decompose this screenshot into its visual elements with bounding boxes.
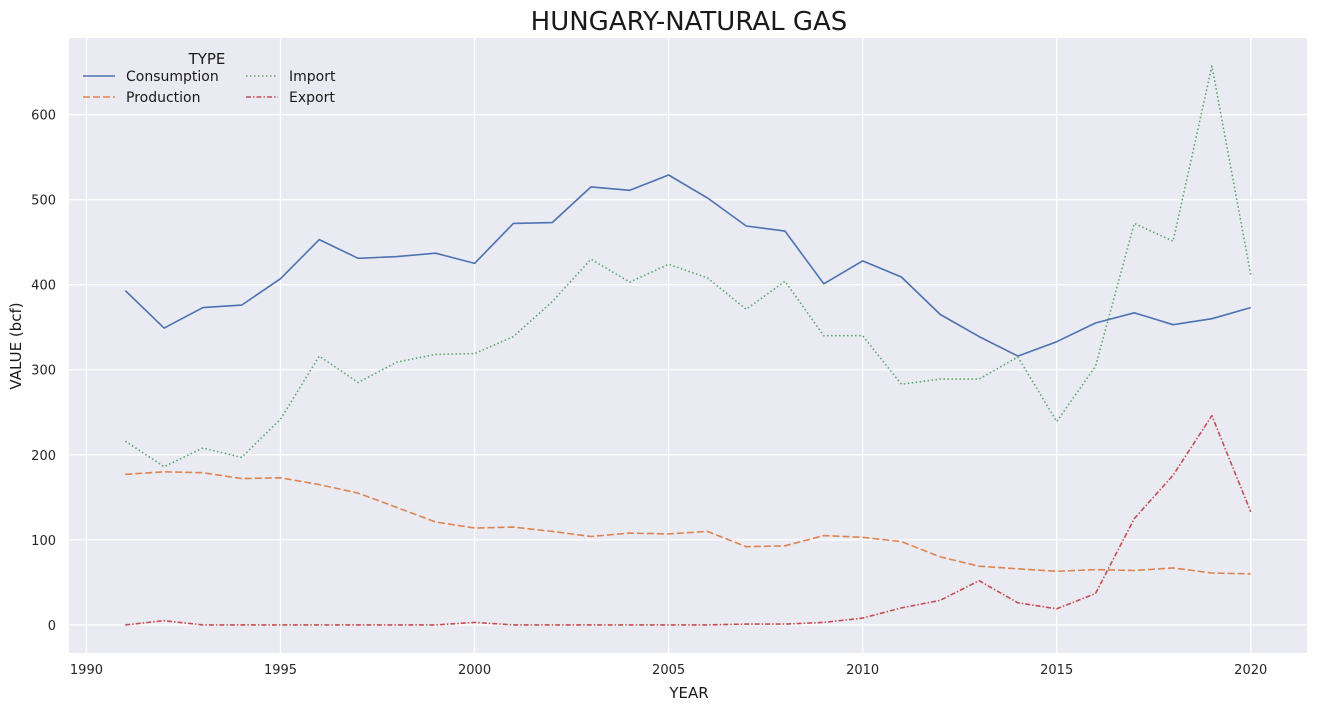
x-tick-label: 2015	[1040, 663, 1073, 678]
x-tick-label: 1990	[70, 663, 103, 678]
y-tick-label: 300	[31, 364, 56, 379]
y-tick-label: 500	[31, 194, 56, 209]
tick-labels: 1990 1995 2000 2005 2010 2015 2020 0 100 200 300 40…	[31, 109, 1267, 678]
series-line-production	[125, 470, 1251, 575]
grid-lines	[69, 38, 1307, 653]
series-line-consumption	[124, 174, 1251, 357]
plot-background	[69, 38, 1307, 653]
legend: TYPE Consumption Production Import Export	[83, 50, 336, 106]
series-line-export	[125, 414, 1252, 626]
y-tick-label: 400	[31, 279, 56, 294]
y-tick-label: 0	[48, 619, 56, 634]
series-layer	[124, 65, 1252, 626]
x-axis-label: YEAR	[668, 684, 708, 702]
legend-entry-label: Import	[289, 69, 336, 85]
x-tick-label: 2005	[652, 663, 685, 678]
x-tick-label: 1995	[264, 663, 297, 678]
chart-title: HUNGARY-NATURAL GAS	[531, 7, 848, 37]
legend-entry-label: Production	[126, 90, 200, 106]
y-tick-label: 200	[31, 449, 56, 464]
y-tick-label: 600	[31, 109, 56, 124]
x-tick-label: 2010	[846, 663, 879, 678]
x-tick-label: 2000	[458, 663, 491, 678]
y-tick-label: 100	[31, 534, 56, 549]
legend-title: TYPE	[188, 50, 226, 68]
x-tick-label: 2020	[1234, 663, 1267, 678]
legend-entry-label: Export	[289, 90, 335, 106]
legend-entry-label: Consumption	[126, 69, 219, 85]
y-axis-label: VALUE (bcf)	[7, 302, 25, 389]
